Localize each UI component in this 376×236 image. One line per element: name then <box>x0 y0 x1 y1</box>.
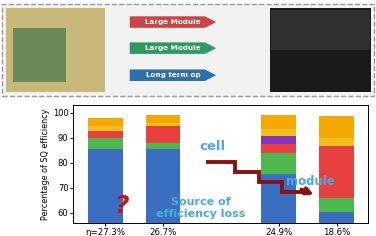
Bar <box>261 153 296 174</box>
Bar <box>319 212 354 236</box>
Bar <box>261 144 296 153</box>
Bar <box>88 126 123 131</box>
FancyArrow shape <box>130 69 216 81</box>
Bar <box>88 131 123 138</box>
Bar <box>319 147 354 198</box>
FancyArrow shape <box>130 42 216 54</box>
FancyBboxPatch shape <box>270 8 371 92</box>
FancyArrow shape <box>130 16 216 28</box>
Bar <box>146 149 180 236</box>
Bar <box>261 115 296 129</box>
Bar <box>261 136 296 144</box>
Text: Large Module: Large Module <box>145 19 201 25</box>
Bar <box>146 115 180 122</box>
Bar <box>319 198 354 212</box>
FancyBboxPatch shape <box>6 8 105 92</box>
Text: Long term op: Long term op <box>146 72 200 78</box>
Bar <box>146 122 180 126</box>
Text: module: module <box>286 175 335 188</box>
Text: cell: cell <box>199 140 225 153</box>
Text: Source of
efficiency loss: Source of efficiency loss <box>156 197 245 219</box>
Bar <box>261 174 296 236</box>
Bar <box>88 118 123 126</box>
Text: ?: ? <box>114 194 129 218</box>
Bar <box>146 143 180 149</box>
FancyBboxPatch shape <box>271 10 370 50</box>
Bar <box>88 149 123 236</box>
Bar <box>146 126 180 143</box>
Text: Large Module: Large Module <box>145 45 201 51</box>
Bar <box>319 138 354 147</box>
Bar <box>88 138 123 149</box>
Bar <box>261 129 296 136</box>
FancyBboxPatch shape <box>13 28 66 82</box>
Bar <box>319 116 354 138</box>
Y-axis label: Percentage of SQ efficiency: Percentage of SQ efficiency <box>41 108 50 220</box>
FancyBboxPatch shape <box>2 4 374 96</box>
